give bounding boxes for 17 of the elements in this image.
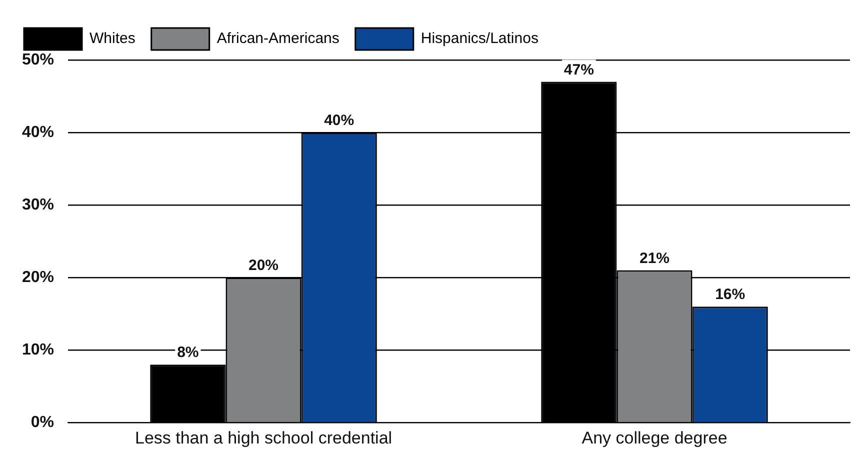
data-label: 47% bbox=[564, 61, 594, 78]
y-tick-label: 20% bbox=[22, 268, 54, 286]
data-label: 20% bbox=[248, 257, 279, 274]
y-tick-label: 30% bbox=[22, 196, 54, 214]
x-tick-label: Less than a high school credential bbox=[134, 428, 392, 448]
data-label: 21% bbox=[639, 250, 670, 267]
data-label: 8% bbox=[177, 344, 199, 362]
y-tick-label: 50% bbox=[22, 51, 54, 68]
legend-label: African-Americans bbox=[216, 30, 340, 48]
data-label: 16% bbox=[715, 286, 746, 304]
x-tick-label: Any college degree bbox=[582, 428, 728, 448]
y-tick-label: 10% bbox=[22, 341, 54, 358]
legend-label: Hispanics/Latinos bbox=[420, 30, 538, 48]
legend-label: Whites bbox=[90, 30, 136, 48]
data-label: 40% bbox=[324, 112, 354, 130]
y-tick-label: 0% bbox=[30, 414, 54, 432]
y-tick-label: 40% bbox=[22, 124, 54, 141]
